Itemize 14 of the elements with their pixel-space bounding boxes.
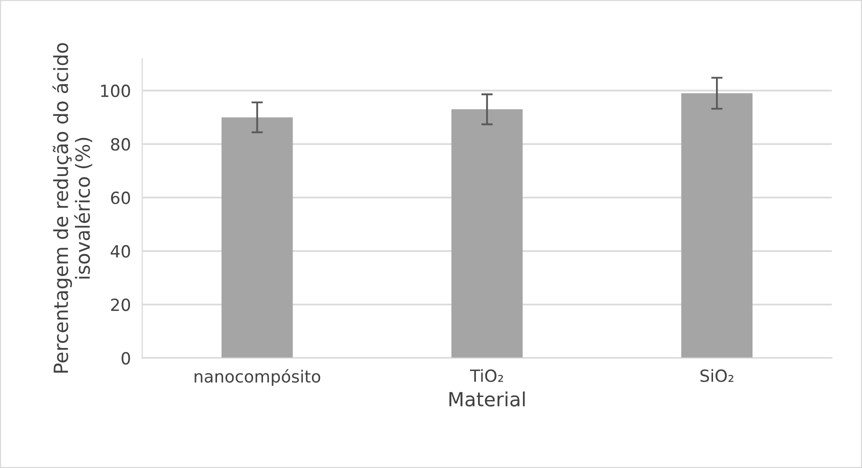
x-tick-label: TiO₂ <box>470 369 504 382</box>
y-tick-label: 60 <box>111 192 130 204</box>
x-axis-title: Material <box>449 391 525 407</box>
x-tick-label: SiO₂ <box>700 369 734 382</box>
y-tick-label: 100 <box>101 84 130 98</box>
y-tick-label: 20 <box>111 298 130 312</box>
y-tick-label: 40 <box>110 245 130 258</box>
x-tick-label: nanocompósito <box>194 369 320 386</box>
y-axis-title: Percentagem de redução do ácido isovalérico (%) <box>52 43 92 373</box>
bar <box>222 117 293 358</box>
y-tick-label: 0 <box>122 352 130 365</box>
bar <box>451 109 523 358</box>
y-tick-label: 80 <box>111 138 130 151</box>
bar <box>681 93 753 358</box>
